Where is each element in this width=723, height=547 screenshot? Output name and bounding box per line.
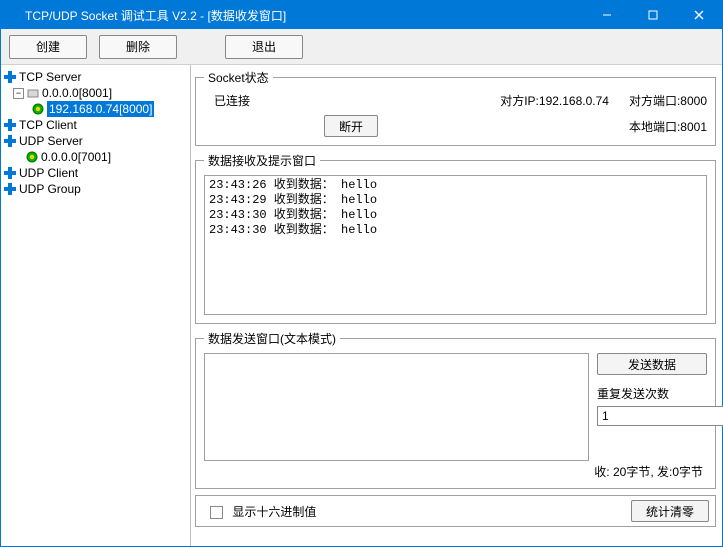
close-button[interactable] [676,1,722,29]
stats-label: 收: 20字节, 发:0字节 [594,463,703,480]
tree-tcp-server[interactable]: TCP Server [3,69,188,85]
app-window: TCP/UDP Socket 调试工具 V2.2 - [数据收发窗口] 创建 删… [0,0,723,547]
exit-button[interactable]: 退出 [225,35,303,59]
tree-tcp-server-endpoint[interactable]: − 0.0.0.0[8001] [3,85,188,101]
connection-tree[interactable]: TCP Server − 0.0.0.0[8001] 192.168.0.74[… [1,65,191,546]
tree-tcp-client[interactable]: TCP Client [3,117,188,133]
hex-checkbox[interactable] [210,506,223,519]
create-button[interactable]: 创建 [9,35,87,59]
connection-icon [31,102,45,116]
server-icon [3,134,17,148]
tree-udp-server-endpoint[interactable]: 0.0.0.0[7001] [3,149,188,165]
endpoint-icon [26,86,40,100]
minimize-button[interactable] [584,1,630,29]
socket-status-group: Socket状态 已连接 对方IP:192.168.0.74 对方端口:8000… [195,69,716,146]
repeat-count-combo[interactable]: ▾ [597,406,707,426]
app-icon [7,8,21,22]
receive-group: 数据接收及提示窗口 23:43:26 收到数据： hello 23:43:29 … [195,152,716,324]
send-group: 数据发送窗口(文本模式) 发送数据 重复发送次数 ▾ [195,330,716,489]
socket-status-legend: Socket状态 [204,69,273,86]
send-textarea[interactable] [204,353,589,461]
group-icon [3,182,17,196]
tree-udp-client[interactable]: UDP Client [3,165,188,181]
tree-tcp-server-client[interactable]: 192.168.0.74[8000] [3,101,188,117]
server-icon [3,70,17,84]
send-legend: 数据发送窗口(文本模式) [204,330,340,347]
collapse-icon[interactable]: − [13,88,24,99]
window-title: TCP/UDP Socket 调试工具 V2.2 - [数据收发窗口] [25,7,584,24]
repeat-count-input[interactable] [597,406,723,426]
receive-textarea[interactable]: 23:43:26 收到数据： hello 23:43:29 收到数据： hell… [204,175,707,315]
peer-port-label: 对方端口:8000 [629,92,707,109]
tree-udp-server[interactable]: UDP Server [3,133,188,149]
main-panel: Socket状态 已连接 对方IP:192.168.0.74 对方端口:8000… [191,65,722,546]
delete-button[interactable]: 删除 [99,35,177,59]
receive-legend: 数据接收及提示窗口 [204,152,320,169]
toolbar: 创建 删除 退出 [1,29,722,65]
maximize-button[interactable] [630,1,676,29]
send-button[interactable]: 发送数据 [597,353,707,375]
tree-udp-group[interactable]: UDP Group [3,181,188,197]
title-bar[interactable]: TCP/UDP Socket 调试工具 V2.2 - [数据收发窗口] [1,1,722,29]
disconnect-button[interactable]: 断开 [324,115,378,137]
peer-ip-label: 对方IP:192.168.0.74 [444,92,629,109]
connection-icon [25,150,39,164]
client-icon [3,166,17,180]
client-icon [3,118,17,132]
hex-checkbox-label[interactable]: 显示十六进制值 [202,503,316,520]
repeat-label: 重复发送次数 [597,385,707,402]
status-connected: 已连接 [204,92,324,109]
clear-stats-button[interactable]: 统计清零 [631,500,709,522]
local-port-label: 本地端口:8001 [629,118,707,135]
